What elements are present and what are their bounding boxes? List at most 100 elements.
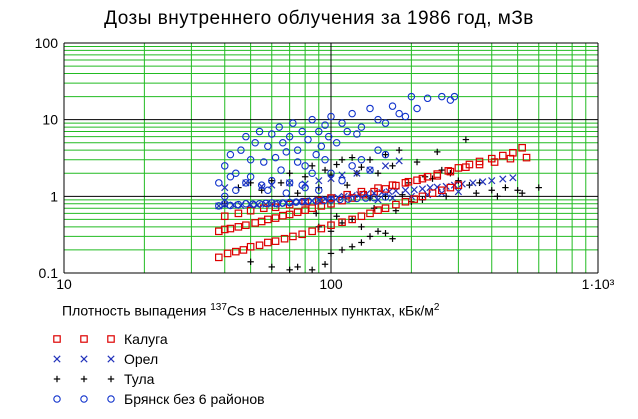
data-point-circle <box>401 112 410 121</box>
data-point-x <box>388 194 397 202</box>
data-point-circle <box>327 112 335 121</box>
data-point-plus <box>392 207 400 214</box>
data-point-square <box>271 203 280 212</box>
data-point-circle <box>381 193 390 201</box>
data-point-circle <box>374 146 382 154</box>
data-point-plus <box>438 166 445 174</box>
data-point-plus <box>344 181 351 189</box>
data-point-x <box>80 355 88 363</box>
data-point-x <box>353 169 361 177</box>
data-point-plus <box>473 189 480 197</box>
data-point-plus <box>80 375 88 383</box>
data-point-square <box>232 247 240 256</box>
data-point-square <box>327 199 335 208</box>
data-point-square <box>264 238 272 247</box>
data-point-square <box>301 206 309 214</box>
data-point-circle <box>237 146 245 154</box>
legend-marker <box>80 395 88 403</box>
data-point-plus <box>321 166 329 174</box>
data-point-circle <box>348 109 356 118</box>
legend-marker <box>107 395 115 403</box>
data-point-circle <box>388 102 397 110</box>
data-point-circle <box>374 115 382 124</box>
legend-item-bryansk: Брянск без 6 районов <box>50 389 265 409</box>
data-point-x <box>327 175 335 183</box>
data-point-circle <box>357 156 366 164</box>
data-point-square <box>327 221 335 230</box>
data-point-square <box>317 224 326 233</box>
data-point-plus <box>333 213 340 220</box>
data-point-circle <box>298 197 306 206</box>
data-point-circle <box>285 132 294 141</box>
data-point-square <box>499 151 507 160</box>
data-point-circle <box>312 150 320 159</box>
legend-marker-square <box>50 332 118 346</box>
data-point-plus <box>358 239 365 246</box>
x-tick-label: 10 <box>56 276 72 292</box>
data-point-square <box>259 204 268 213</box>
data-point-circle <box>242 179 250 187</box>
data-point-circle <box>232 186 240 195</box>
data-point-plus <box>247 179 254 187</box>
data-point-plus <box>399 191 406 198</box>
data-point-square <box>381 204 390 213</box>
data-point-circle <box>336 195 344 204</box>
data-point-square <box>454 181 463 189</box>
data-point-circle <box>246 173 255 181</box>
data-point-circle <box>423 94 432 103</box>
data-point-circle <box>308 169 316 178</box>
legend-marker <box>80 335 88 343</box>
data-point-circle <box>381 119 390 127</box>
data-point-circle <box>324 132 333 141</box>
data-point-plus <box>447 170 454 177</box>
data-point-plus <box>286 266 293 274</box>
data-point-x <box>53 355 61 363</box>
data-point-square <box>413 176 421 185</box>
data-point-circle <box>357 123 366 131</box>
data-point-square <box>462 163 470 171</box>
data-point-plus <box>308 266 316 274</box>
data-point-circle <box>395 109 403 118</box>
data-point-circle <box>315 127 323 136</box>
data-point-plus <box>389 162 396 170</box>
data-point-x <box>433 183 441 191</box>
data-point-square <box>343 190 352 199</box>
data-point-plus <box>382 230 389 237</box>
data-point-circle <box>438 92 446 101</box>
data-point-plus <box>358 223 365 231</box>
data-point-square <box>271 237 280 245</box>
data-point-plus <box>268 263 275 271</box>
data-point-square <box>239 246 248 254</box>
data-point-plus <box>374 170 382 177</box>
data-point-circle <box>298 127 306 136</box>
data-point-square <box>223 249 232 258</box>
data-point-square <box>289 232 297 241</box>
data-point-plus <box>389 235 396 242</box>
data-point-circle <box>215 179 223 187</box>
data-point-square <box>234 209 243 218</box>
data-point-x <box>454 188 463 196</box>
data-point-plus <box>277 179 285 187</box>
data-point-circle <box>107 395 115 403</box>
data-point-square <box>374 184 382 192</box>
legend-label: Брянск без 6 районов <box>124 391 265 407</box>
data-point-x <box>221 183 229 192</box>
data-point-square <box>446 183 455 192</box>
data-point-circle <box>304 135 312 144</box>
data-point-x <box>374 196 382 204</box>
y-tick-label: 10 <box>42 112 58 128</box>
data-point-x <box>450 181 459 189</box>
data-point-plus <box>338 246 346 254</box>
data-point-square <box>246 242 255 251</box>
data-point-square <box>433 172 442 180</box>
chart-title: Дозы внутреннего облучения за 1986 год, … <box>104 8 534 29</box>
data-point-circle <box>343 127 351 136</box>
data-point-circle <box>221 192 229 201</box>
data-point-plus <box>374 228 382 235</box>
data-point-circle <box>413 104 421 113</box>
data-point-x <box>107 355 115 363</box>
data-point-plus <box>413 158 421 166</box>
legend-label: Орел <box>124 351 159 367</box>
data-point-plus <box>247 258 254 265</box>
